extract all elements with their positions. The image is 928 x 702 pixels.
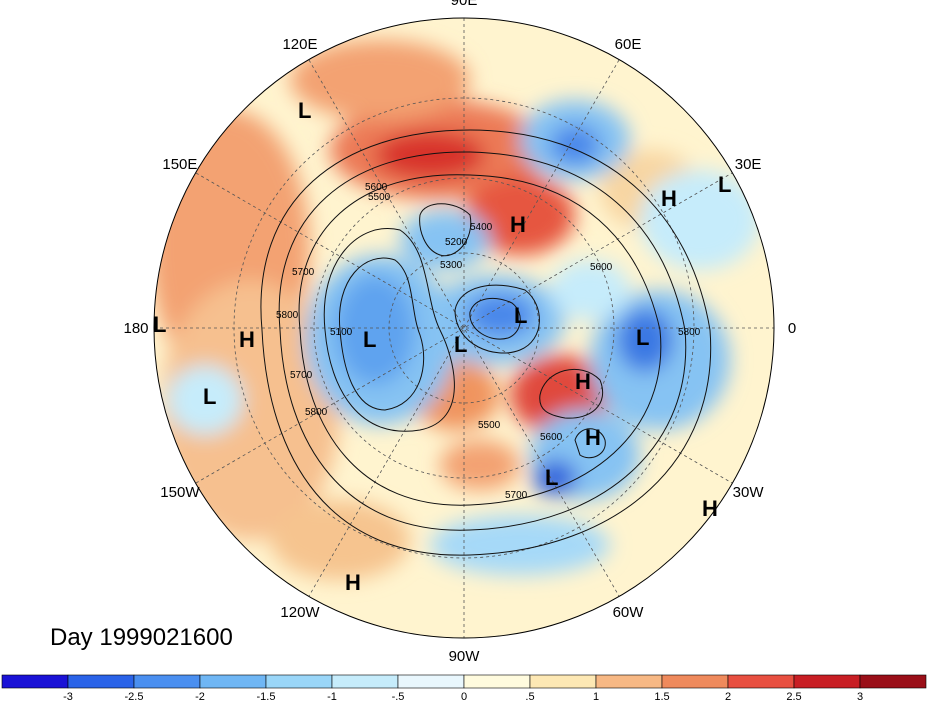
longitude-label: 60E [615,36,642,53]
colorbar-tick-label: 1 [593,691,599,702]
pressure-center-label: H [702,496,718,521]
colorbar-swatch [463,674,531,689]
pressure-center-label: L [514,303,527,328]
contour-label: 5600 [590,262,613,273]
colorbar-tick-label: -2 [195,691,205,702]
contour-label: 5500 [368,192,391,203]
pressure-center-label: H [345,570,361,595]
pressure-center-label: L [718,172,731,197]
contour-label: 5300 [440,260,463,271]
contour-label: 5200 [445,237,468,248]
colorbar-tick-label: 2.5 [786,691,801,702]
colorbar-swatch [529,674,597,689]
colorbar-swatch [1,674,69,689]
longitude-label: 150W [160,484,200,501]
longitude-label: 120E [282,36,317,53]
contour-label: 5800 [276,310,299,321]
colorbar-tick-label: -1.5 [257,691,276,702]
colorbar: -3 -2.5 -2 -1.5 -1 -.5 0 .5 1 1.5 2 2.5 3 [1,674,927,702]
colorbar-tick-label: 2 [725,691,731,702]
pressure-center-label: L [298,98,311,123]
pressure-center-label: H [239,327,255,352]
map-border [153,17,775,639]
colorbar-tick-label: 0 [461,691,467,702]
longitude-label: 90W [449,648,481,665]
colorbar-swatch [793,674,861,689]
longitude-labels: 90E 60E 30E 0 30W 60W 90W 120W 150W 180 150E 120E [123,0,796,665]
longitude-label: 150E [162,156,197,173]
colorbar-tick-label: -.5 [392,691,405,702]
pressure-center-label: L [153,312,166,337]
longitude-label: 180 [123,320,148,337]
colorbar-tick-label: 1.5 [654,691,669,702]
pressure-center-label: L [636,325,649,350]
colorbar-swatch [331,674,399,689]
colorbar-swatch [199,674,267,689]
pressure-center-label: L [454,332,467,357]
pressure-center-label: L [203,384,216,409]
colorbar-swatch [595,674,663,689]
contour-label: 5700 [292,267,315,278]
colorbar-tick-label: -1 [327,691,337,702]
contour-label: 5600 [540,432,563,443]
pressure-center-label: L [545,465,558,490]
colorbar-swatch [67,674,135,689]
pressure-centers: L H L H L H L L L L H H L L H H [153,98,731,595]
colorbar-tick-label: 3 [857,691,863,702]
colorbar-tick-label: -2.5 [125,691,144,702]
pressure-center-label: H [661,186,677,211]
pressure-center-label: L [363,327,376,352]
longitude-label: 60W [613,604,645,621]
contour-label: 5600 [365,182,388,193]
pressure-center-label: H [510,212,526,237]
pressure-center-label: H [575,369,591,394]
contour-label: 5700 [505,490,528,501]
contour-label: 5700 [290,370,313,381]
contour-labels: 5200 5300 5400 5500 5500 5600 5600 5600 … [276,182,701,501]
longitude-label: 30E [735,156,762,173]
colorbar-swatch [133,674,201,689]
colorbar-swatch [727,674,795,689]
colorbar-tick-label: .5 [525,691,534,702]
longitude-label: 30W [733,484,765,501]
longitude-label: 0 [788,320,796,337]
colorbar-swatch [859,674,927,689]
colorbar-swatch [265,674,333,689]
contour-label: 5800 [678,327,701,338]
day-title: Day 1999021600 [50,624,233,651]
longitude-label: 120W [280,604,320,621]
graticule [154,18,774,638]
colorbar-swatch [397,674,465,689]
longitude-label: 90E [451,0,478,9]
contour-label: 5500 [478,420,501,431]
anomaly-field [154,18,774,638]
pressure-center-label: H [585,425,601,450]
contour-label: 5400 [470,222,493,233]
colorbar-tick-label: -3 [63,691,73,702]
colorbar-swatch [661,674,729,689]
height-contours [260,129,712,556]
contour-label: 5800 [305,407,328,418]
contour-label: 5100 [330,327,353,338]
